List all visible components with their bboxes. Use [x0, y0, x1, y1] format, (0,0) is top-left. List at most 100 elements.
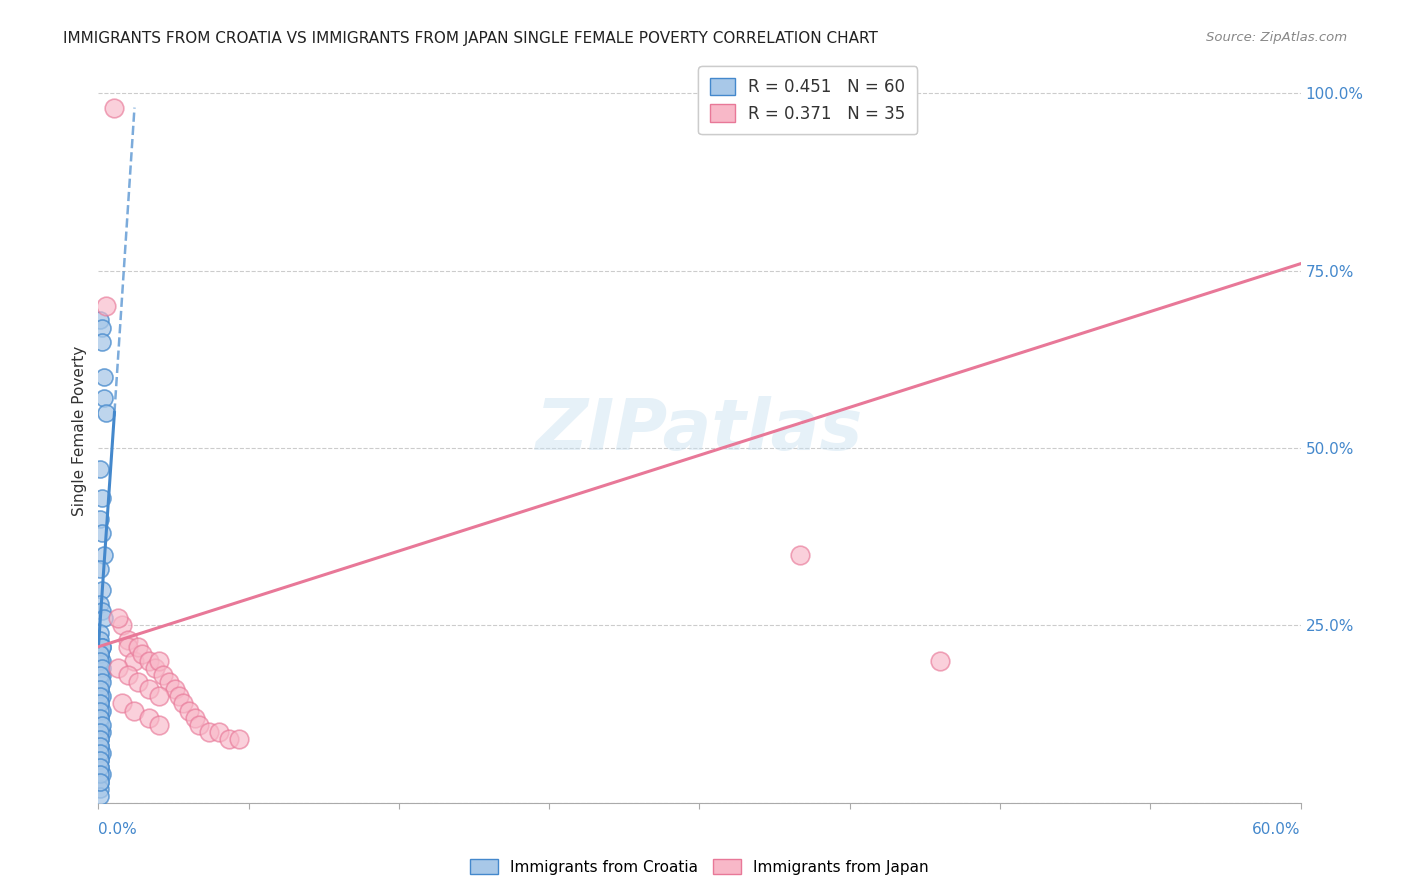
Point [89, 767, 111, 781]
Point [177, 704, 200, 718]
Point [91, 746, 114, 760]
Point [103, 101, 125, 115]
Point [89, 731, 111, 746]
Legend: R = 0.451   N = 60, R = 0.371   N = 35: R = 0.451 N = 60, R = 0.371 N = 35 [699, 66, 917, 135]
Y-axis label: Single Female Poverty: Single Female Poverty [72, 345, 87, 516]
Point [89, 739, 111, 753]
Point [117, 668, 139, 682]
Point [128, 675, 150, 690]
Point [143, 661, 166, 675]
Point [93, 611, 115, 625]
Point [218, 731, 240, 746]
Point [91, 582, 114, 597]
Point [89, 690, 111, 704]
Text: 0.0%: 0.0% [98, 822, 138, 837]
Point [89, 654, 111, 668]
Point [167, 690, 190, 704]
Point [96, 406, 118, 420]
Point [89, 697, 111, 711]
Point [138, 654, 160, 668]
Point [91, 320, 114, 334]
Point [208, 724, 231, 739]
Point [148, 718, 170, 732]
Point [89, 753, 111, 767]
Point [91, 640, 114, 654]
Point [117, 632, 139, 647]
Point [107, 611, 129, 625]
Point [89, 682, 111, 697]
Point [197, 724, 219, 739]
Point [228, 731, 250, 746]
Point [89, 774, 111, 789]
Point [89, 313, 111, 327]
Point [89, 746, 111, 760]
Point [89, 781, 111, 796]
Point [138, 711, 160, 725]
Point [91, 675, 114, 690]
Point [91, 767, 114, 781]
Point [91, 661, 114, 675]
Point [91, 668, 114, 682]
Point [111, 697, 134, 711]
Point [91, 640, 114, 654]
Point [89, 704, 111, 718]
Point [89, 739, 111, 753]
Point [91, 718, 114, 732]
Point [148, 654, 170, 668]
Point [124, 654, 146, 668]
Point [89, 625, 111, 640]
Point [96, 299, 118, 313]
Point [128, 640, 150, 654]
Point [91, 704, 114, 718]
Point [131, 647, 153, 661]
Point [89, 562, 111, 576]
Point [91, 654, 114, 668]
Point [89, 753, 111, 767]
Point [138, 682, 160, 697]
Point [789, 548, 811, 562]
Point [89, 711, 111, 725]
Point [89, 682, 111, 697]
Text: IMMIGRANTS FROM CROATIA VS IMMIGRANTS FROM JAPAN SINGLE FEMALE POVERTY CORRELATI: IMMIGRANTS FROM CROATIA VS IMMIGRANTS FR… [63, 31, 879, 46]
Text: ZIPatlas: ZIPatlas [536, 396, 863, 465]
Point [89, 731, 111, 746]
Point [93, 548, 115, 562]
Point [89, 711, 111, 725]
Point [91, 604, 114, 618]
Point [163, 682, 186, 697]
Point [89, 597, 111, 611]
Point [91, 491, 114, 505]
Point [152, 668, 174, 682]
Point [183, 711, 205, 725]
Point [91, 526, 114, 541]
Point [107, 661, 129, 675]
Point [89, 668, 111, 682]
Point [91, 334, 114, 349]
Point [89, 760, 111, 774]
Point [89, 724, 111, 739]
Point [89, 462, 111, 476]
Point [89, 774, 111, 789]
Point [93, 370, 115, 384]
Point [89, 718, 111, 732]
Point [89, 675, 111, 690]
Point [148, 690, 170, 704]
Point [89, 760, 111, 774]
Point [124, 704, 146, 718]
Point [93, 392, 115, 406]
Text: Source: ZipAtlas.com: Source: ZipAtlas.com [1206, 31, 1347, 45]
Point [89, 789, 111, 803]
Point [929, 654, 952, 668]
Point [172, 697, 194, 711]
Point [111, 618, 134, 632]
Point [89, 647, 111, 661]
Point [187, 718, 209, 732]
Point [89, 697, 111, 711]
Point [89, 632, 111, 647]
Point [89, 512, 111, 526]
Point [117, 640, 139, 654]
Point [89, 647, 111, 661]
Point [89, 661, 111, 675]
Text: 60.0%: 60.0% [1253, 822, 1301, 837]
Point [91, 724, 114, 739]
